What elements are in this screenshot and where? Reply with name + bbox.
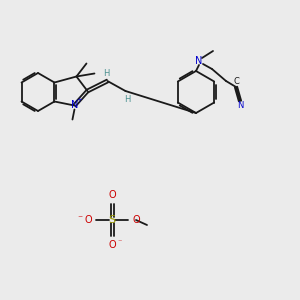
Text: N: N [237,101,243,110]
Text: C: C [233,77,239,86]
Text: O: O [108,240,116,250]
Text: O: O [84,215,92,225]
Text: ⁻: ⁻ [77,214,83,224]
Text: H: H [103,68,110,77]
Text: O: O [132,215,140,225]
Text: N: N [71,100,78,110]
Text: +: + [76,97,82,103]
Text: O: O [108,190,116,200]
Text: ⁻: ⁻ [118,238,122,247]
Text: H: H [124,94,130,103]
Text: S: S [108,215,116,225]
Text: N: N [195,56,203,66]
